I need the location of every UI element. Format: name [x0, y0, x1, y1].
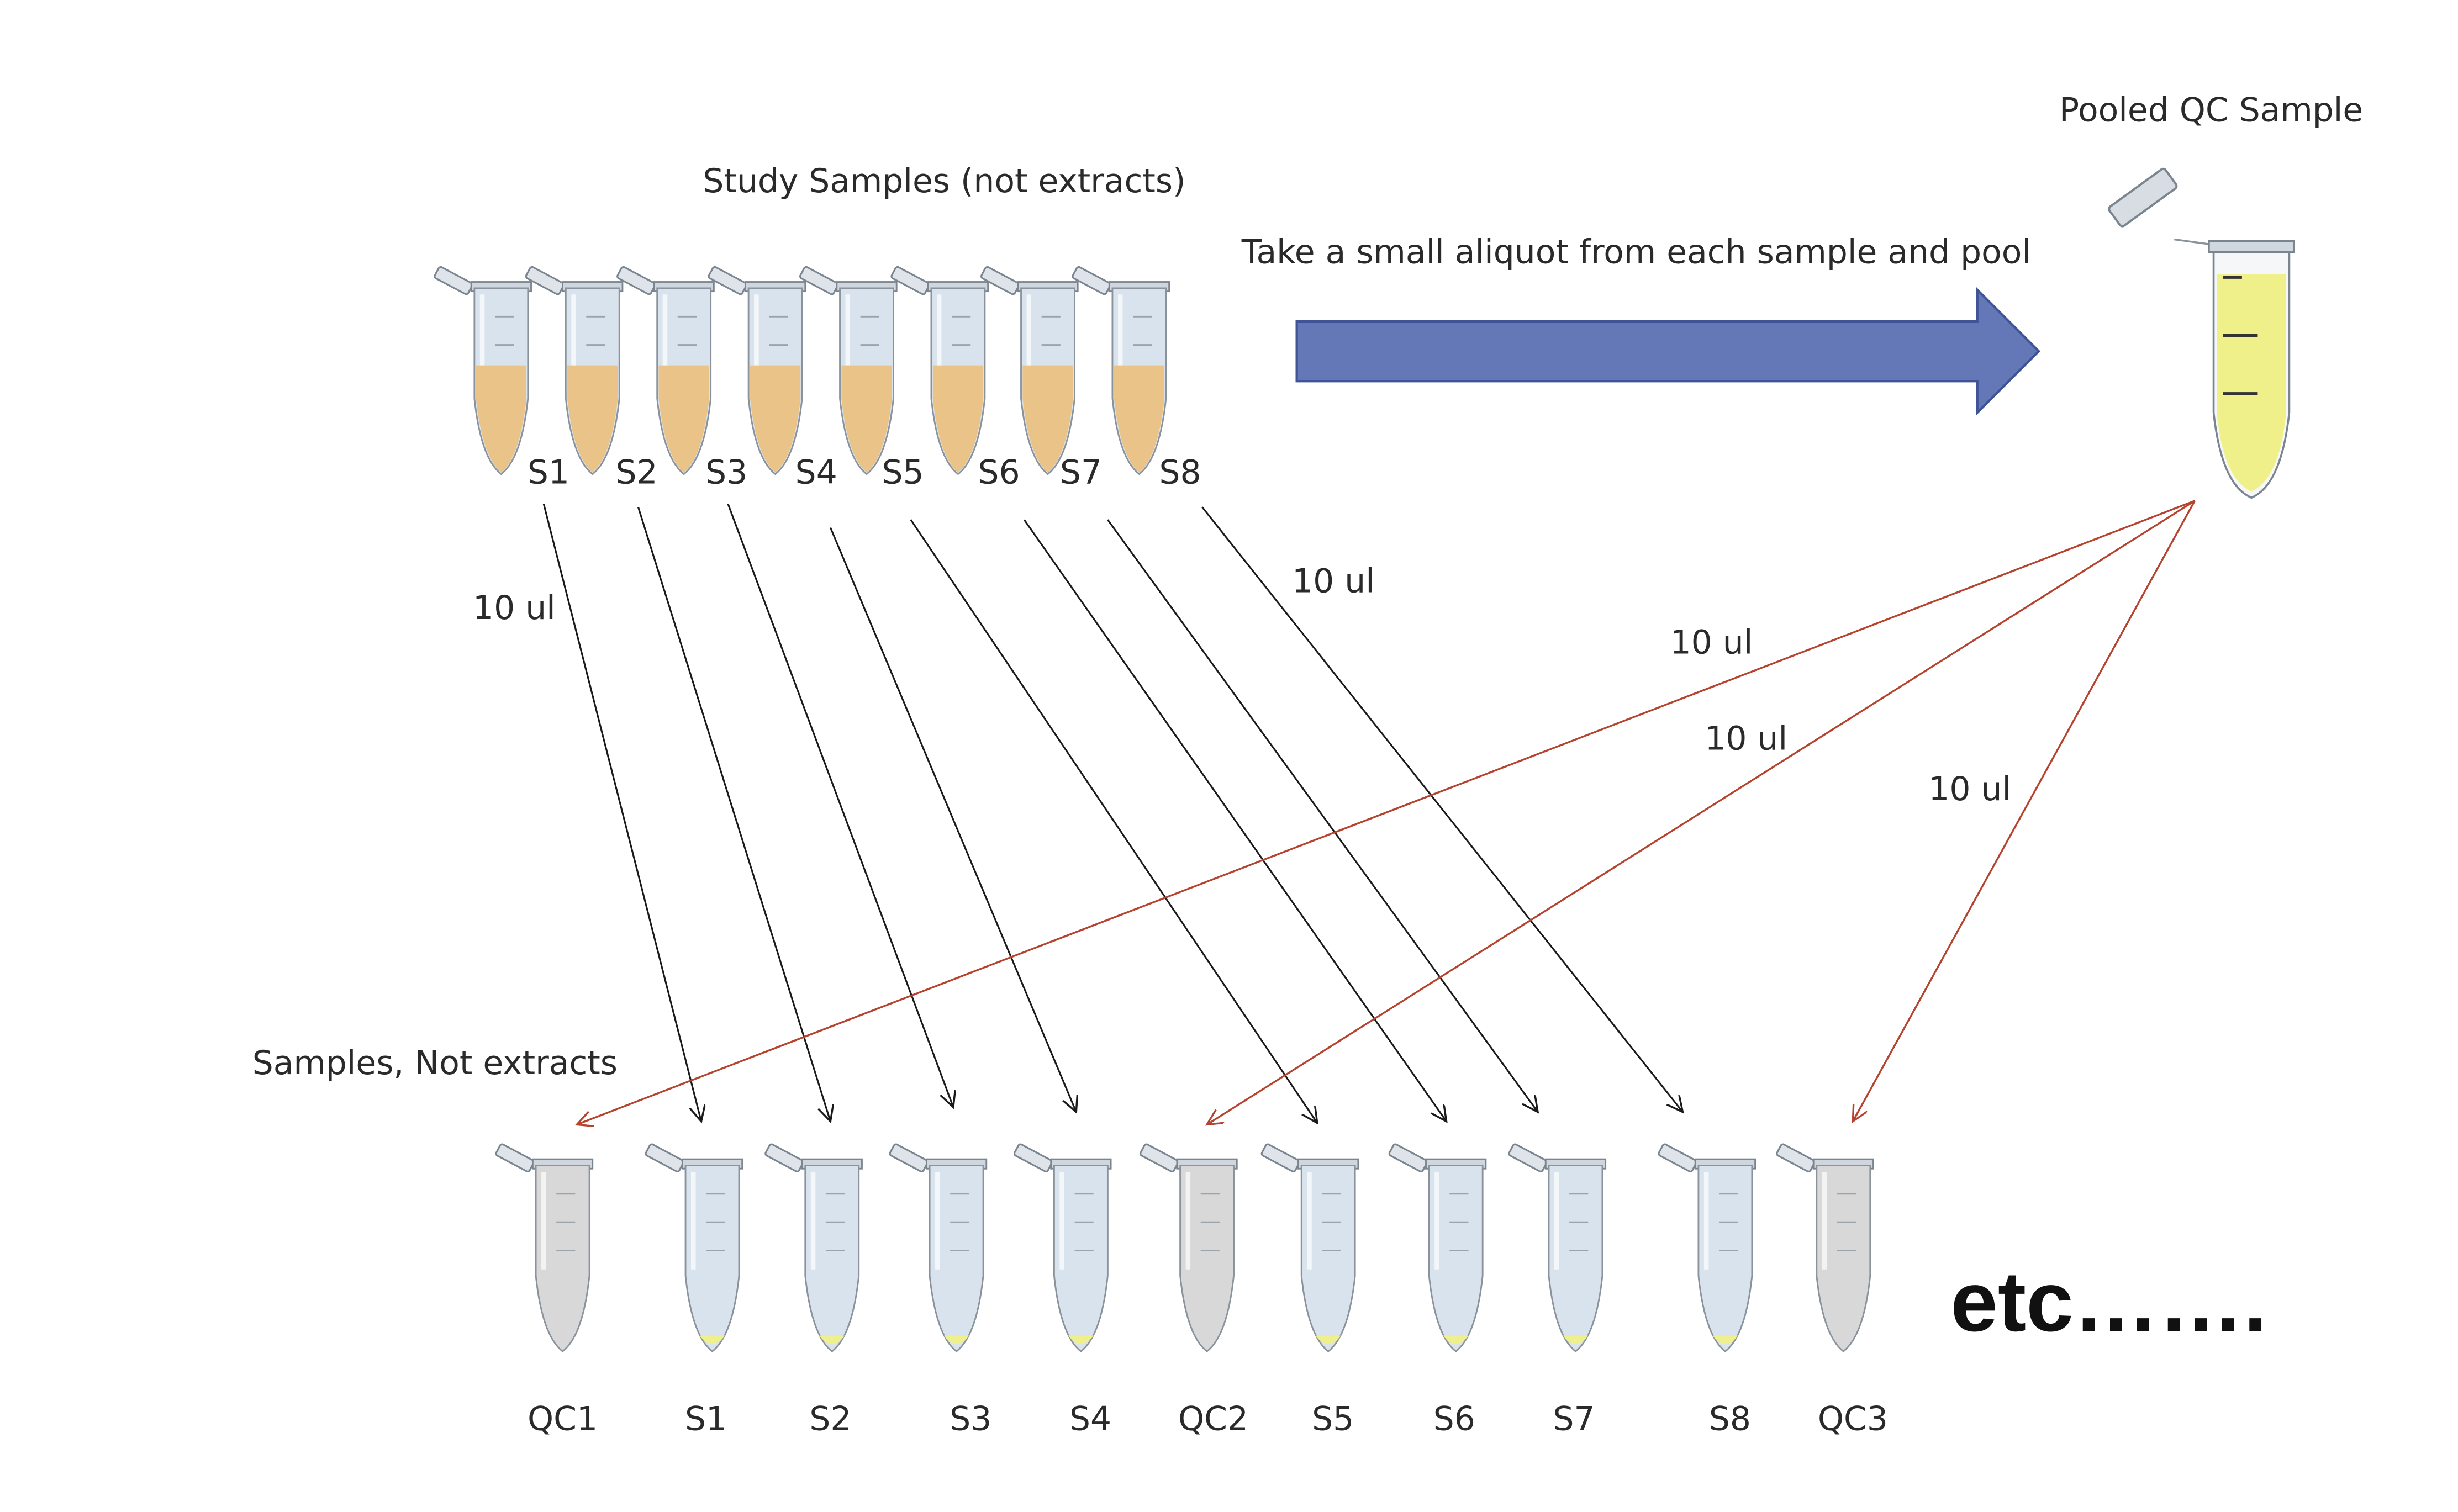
pool-instruction-label: Take a small aliquot from each sample an… — [1241, 232, 2031, 271]
pooled-qc-tube-icon — [2108, 167, 2295, 499]
volume-labels: 10 ul 10 ul 10 ul 10 ul 10 ul — [473, 562, 2011, 808]
study-sample-labels: S1 S2 S3 S4 S5 S6 S7 S8 — [528, 453, 1201, 492]
bottom-tube-label: QC2 — [1178, 1400, 1248, 1439]
top-tube-label: S2 — [616, 453, 658, 492]
volume-label: 10 ul — [1292, 562, 1375, 600]
study-samples-title: Study Samples (not extracts) — [703, 162, 1185, 200]
microcentrifuge-tube-icon — [525, 266, 624, 475]
microcentrifuge-tube-icon — [1776, 1143, 1874, 1352]
bottom-tube-label: S4 — [1069, 1400, 1111, 1439]
qc-aliquot-arrow — [577, 500, 2195, 1124]
pooled-qc-title: Pooled QC Sample — [2059, 91, 2363, 130]
top-tube-label: S4 — [795, 453, 837, 492]
microcentrifuge-tube-icon — [1013, 1143, 1112, 1352]
qc-aliquot-arrow — [1207, 500, 2196, 1124]
microcentrifuge-tube-icon — [495, 1143, 594, 1352]
run-order-labels: QC1 S1 S2 S3 S4 QC2 S5 S6 S7 S8 QC3 — [528, 1400, 1888, 1439]
bottom-tube-label: S3 — [950, 1400, 991, 1439]
block-arrow-right-icon — [1295, 287, 2040, 416]
top-tube-label: S1 — [528, 453, 569, 492]
aliquot-arrow — [910, 519, 1317, 1123]
microcentrifuge-tube-icon — [1072, 266, 1170, 475]
top-tube-label: S5 — [882, 453, 924, 492]
aliquot-arrow — [1107, 519, 1538, 1112]
bottom-tube-label: S8 — [1709, 1400, 1751, 1439]
aliquot-arrow — [727, 504, 953, 1107]
microcentrifuge-tube-icon — [616, 266, 715, 475]
bottom-row-title: Samples, Not extracts — [252, 1044, 618, 1082]
microcentrifuge-tube-icon — [799, 266, 898, 475]
aliquot-arrow — [829, 527, 1076, 1112]
microcentrifuge-tube-icon — [645, 1143, 743, 1352]
microcentrifuge-tube-icon — [1140, 1143, 1238, 1352]
etc-label: etc……. — [1950, 1254, 2267, 1349]
microcentrifuge-tube-icon — [889, 1143, 988, 1352]
top-tube-label: S8 — [1159, 453, 1201, 492]
volume-label: 10 ul — [1928, 770, 2011, 808]
microcentrifuge-tube-icon — [890, 266, 989, 475]
aliquot-arrow — [542, 504, 701, 1122]
volume-label: 10 ul — [1670, 623, 1753, 662]
microcentrifuge-tube-icon — [1388, 1143, 1487, 1352]
aliquot-arrow — [637, 506, 830, 1121]
aliquot-arrow — [1023, 519, 1446, 1121]
bottom-tube-label: S7 — [1553, 1400, 1595, 1439]
bottom-tube-label: S5 — [1312, 1400, 1354, 1439]
top-tube-label: S6 — [978, 453, 1020, 492]
top-tube-label: S3 — [705, 453, 747, 492]
bottom-tube-label: QC1 — [528, 1400, 598, 1439]
microcentrifuge-tube-icon — [764, 1143, 863, 1352]
microcentrifuge-tube-icon — [1508, 1143, 1607, 1352]
microcentrifuge-tube-icon — [708, 266, 806, 475]
top-tube-label: S7 — [1060, 453, 1102, 492]
bottom-tube-label: S6 — [1433, 1400, 1475, 1439]
qc-aliquot-arrow — [1853, 500, 2196, 1122]
aliquot-arrow — [1201, 506, 1683, 1112]
run-order-tubes — [495, 1143, 1874, 1352]
microcentrifuge-tube-icon — [980, 266, 1079, 475]
bottom-tube-label: QC3 — [1818, 1400, 1888, 1439]
volume-label: 10 ul — [473, 589, 556, 627]
microcentrifuge-tube-icon — [1260, 1143, 1359, 1352]
volume-label: 10 ul — [1705, 720, 1787, 758]
study-sample-tubes — [434, 266, 1170, 475]
microcentrifuge-tube-icon — [434, 266, 532, 475]
bottom-tube-label: S2 — [809, 1400, 851, 1439]
transfer-arrows — [542, 500, 2196, 1124]
microcentrifuge-tube-icon — [1658, 1143, 1757, 1352]
bottom-tube-label: S1 — [685, 1400, 727, 1439]
